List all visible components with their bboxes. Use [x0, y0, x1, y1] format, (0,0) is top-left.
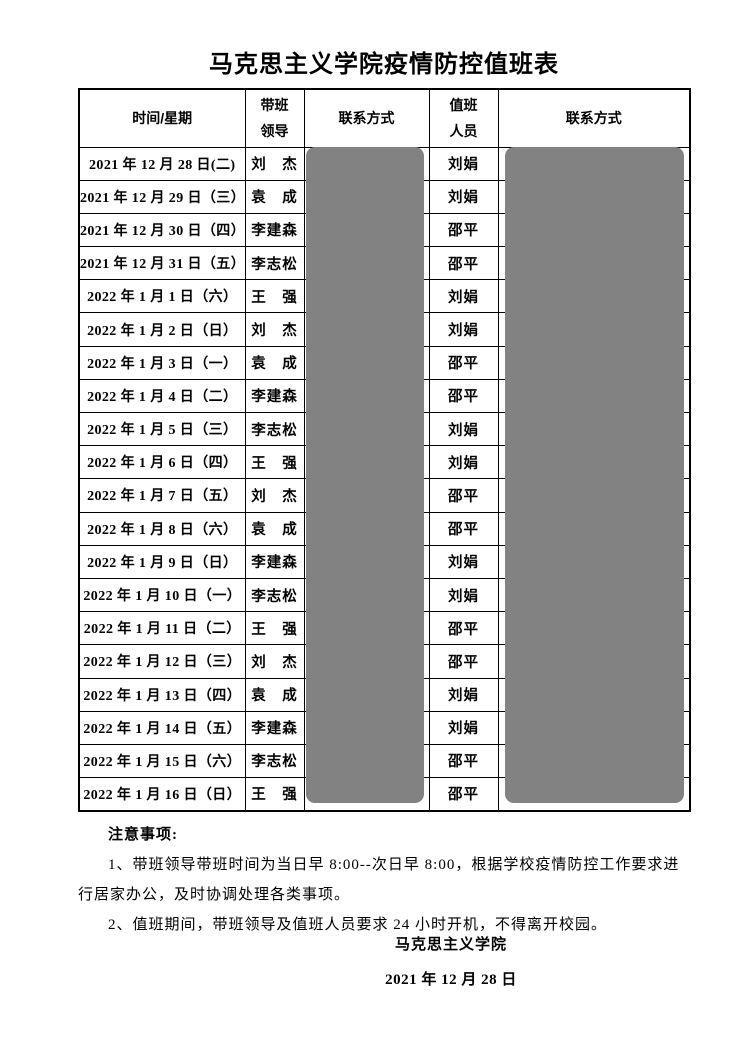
header-time-week: 时间/星期	[78, 88, 246, 148]
signature-org: 马克思主义学院	[394, 937, 507, 953]
duty-person-cell: 邵平	[428, 246, 499, 281]
redacted-duty-contact-block	[505, 147, 684, 803]
duty-person-cell: 刘娟	[428, 577, 499, 613]
date-cell: 2022 年 1 月 11 日（二）	[78, 611, 246, 646]
date-cell: 2022 年 1 月 5 日（三）	[78, 411, 246, 447]
signature-block: 马克思主义学院 2021 年 12 月 28 日	[340, 933, 562, 989]
leader-cell: 刘 杰	[244, 146, 305, 181]
leader-cell: 李志松	[244, 411, 305, 447]
date-cell: 2022 年 1 月 16 日（日）	[78, 777, 246, 812]
duty-person-cell: 邵平	[428, 478, 499, 513]
page-title: 马克思主义学院疫情防控值班表	[209, 51, 559, 78]
duty-person-cell: 刘娟	[428, 312, 499, 347]
duty-person-cell: 邵平	[428, 777, 499, 812]
leader-cell: 李建森	[244, 710, 305, 745]
duty-person-cell: 刘娟	[428, 279, 499, 314]
leader-cell: 王 强	[244, 445, 305, 480]
redacted-leader-contact-block	[306, 147, 424, 803]
header-contact-1: 联系方式	[303, 88, 430, 148]
date-cell: 2022 年 1 月 13 日（四）	[78, 677, 246, 712]
date-cell: 2022 年 1 月 1 日（六）	[78, 279, 246, 314]
duty-person-cell: 邵平	[428, 378, 499, 414]
header-duty-leader: 带班 领导	[244, 88, 305, 148]
duty-person-cell: 刘娟	[428, 710, 499, 745]
date-cell: 2022 年 1 月 3 日（一）	[78, 345, 246, 380]
note-item-1: 1、带班领导带班时间为当日早 8:00--次日早 8:00，根据学校疫情防控工作…	[78, 857, 680, 903]
notes-section: 注意事项: 1、带班领导带班时间为当日早 8:00--次日早 8:00，根据学校…	[78, 820, 691, 940]
note-item-2: 2、值班期间，带班领导及值班人员要求 24 小时开机，不得离开校园。	[108, 917, 608, 933]
leader-cell: 李建森	[244, 378, 305, 414]
header-duty-person: 值班 人员	[428, 88, 499, 148]
date-cell: 2022 年 1 月 4 日（二）	[78, 378, 246, 414]
duty-table-container: 时间/星期 带班 领导 联系方式 值班 人员 联系方式 2021 年 12 月 …	[78, 88, 692, 812]
duty-person-cell: 刘娟	[428, 146, 499, 181]
signature-date: 2021 年 12 月 28 日	[385, 972, 517, 988]
duty-person-cell: 刘娟	[428, 544, 499, 579]
date-cell: 2022 年 1 月 7 日（五）	[78, 478, 246, 513]
date-cell: 2021 年 12 月 31 日（五）	[78, 246, 246, 281]
leader-cell: 李志松	[244, 743, 305, 779]
duty-person-cell: 刘娟	[428, 179, 499, 214]
date-cell: 2021 年 12 月 29 日（三）	[78, 179, 246, 214]
date-cell: 2022 年 1 月 2 日（日）	[78, 312, 246, 347]
duty-person-cell: 邵平	[428, 644, 499, 679]
date-cell: 2022 年 1 月 6 日（四）	[78, 445, 246, 480]
duty-person-cell: 刘娟	[428, 677, 499, 712]
date-cell: 2022 年 1 月 10 日（一）	[78, 577, 246, 613]
header-row: 时间/星期 带班 领导 联系方式 值班 人员 联系方式	[78, 88, 691, 148]
leader-cell: 袁 成	[244, 179, 305, 214]
leader-cell: 刘 杰	[244, 478, 305, 513]
notes-heading: 注意事项:	[108, 827, 178, 843]
duty-person-cell: 刘娟	[428, 445, 499, 480]
leader-cell: 袁 成	[244, 511, 305, 546]
date-cell: 2022 年 1 月 8 日（六）	[78, 511, 246, 546]
leader-cell: 王 强	[244, 611, 305, 646]
duty-person-cell: 邵平	[428, 345, 499, 380]
date-cell: 2022 年 1 月 9 日（日）	[78, 544, 246, 579]
date-cell: 2021 年 12 月 30 日（四）	[78, 212, 246, 248]
leader-cell: 李志松	[244, 246, 305, 281]
header-contact-2: 联系方式	[497, 88, 691, 148]
leader-cell: 王 强	[244, 777, 305, 812]
date-cell: 2022 年 1 月 14 日（五）	[78, 710, 246, 745]
leader-cell: 李志松	[244, 577, 305, 613]
leader-cell: 王 强	[244, 279, 305, 314]
duty-person-cell: 邵平	[428, 611, 499, 646]
leader-cell: 李建森	[244, 212, 305, 248]
leader-cell: 李建森	[244, 544, 305, 579]
duty-person-cell: 邵平	[428, 511, 499, 546]
date-cell: 2022 年 1 月 12 日（三）	[78, 644, 246, 679]
leader-cell: 袁 成	[244, 345, 305, 380]
leader-cell: 袁 成	[244, 677, 305, 712]
date-cell: 2021 年 12 月 28 日(二)	[78, 146, 246, 181]
duty-person-cell: 邵平	[428, 212, 499, 248]
duty-person-cell: 邵平	[428, 743, 499, 779]
leader-cell: 刘 杰	[244, 644, 305, 679]
duty-person-cell: 刘娟	[428, 411, 499, 447]
leader-cell: 刘 杰	[244, 312, 305, 347]
date-cell: 2022 年 1 月 15 日（六）	[78, 743, 246, 779]
